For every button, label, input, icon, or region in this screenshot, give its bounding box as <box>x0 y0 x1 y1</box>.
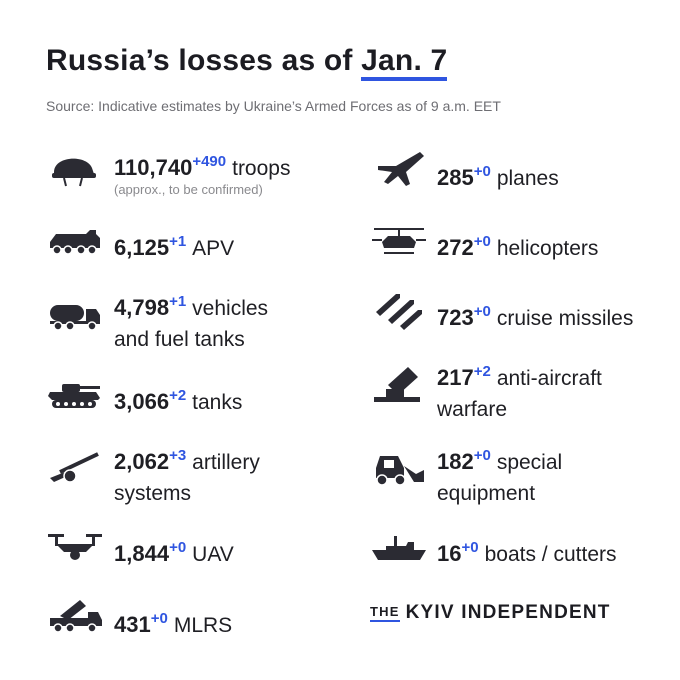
apv-value: 6,125 <box>114 235 170 260</box>
warship-icon <box>370 528 428 568</box>
boats-value: 16 <box>437 541 462 566</box>
uav-label: UAV <box>192 543 234 566</box>
anti-aircraft-label-2: warfare <box>437 398 508 421</box>
planes-label: planes <box>496 167 559 190</box>
boats-delta: +0 <box>461 539 479 556</box>
fuel-truck-icon <box>46 295 104 335</box>
artillery-icon <box>46 448 104 488</box>
helicopters-label: helicopters <box>496 237 599 260</box>
page-title: Russia’s losses as of Jan. 7 <box>46 44 448 81</box>
planes-value: 285 <box>437 165 474 190</box>
helicopters-value: 272 <box>437 235 474 260</box>
uav-value: 1,844 <box>114 541 170 566</box>
artillery-label: artillery <box>192 451 260 474</box>
anti-aircraft-delta: +2 <box>473 363 491 380</box>
missiles-label: cruise missiles <box>496 307 634 330</box>
drone-icon <box>46 528 104 568</box>
vehicles-label-2: and fuel tanks <box>114 328 245 351</box>
apv-delta: +1 <box>169 233 187 250</box>
anti-aircraft-value: 217 <box>437 365 474 390</box>
helicopters-delta: +0 <box>473 233 491 250</box>
troops-value: 110,740 <box>114 155 193 180</box>
special-delta: +0 <box>473 447 491 464</box>
planes-delta: +0 <box>473 163 491 180</box>
vehicles-value: 4,798 <box>114 295 170 320</box>
special-value: 182 <box>437 449 474 474</box>
helicopter-icon <box>370 220 428 260</box>
apv-label: APV <box>192 237 235 260</box>
mlrs-label: MLRS <box>173 614 233 637</box>
mlrs-icon <box>46 596 104 636</box>
mlrs-delta: +0 <box>150 610 168 627</box>
uav-delta: +0 <box>169 539 187 556</box>
helmet-icon <box>46 148 104 188</box>
title-date: Jan. 7 <box>361 44 448 81</box>
anti-aircraft-icon <box>370 365 428 405</box>
artillery-delta: +3 <box>169 447 187 464</box>
missiles-value: 723 <box>437 305 474 330</box>
logo-name: KYIV INDEPENDENT <box>405 602 611 623</box>
vehicles-label: vehicles <box>192 297 269 320</box>
source-note: Source: Indicative estimates by Ukraine’… <box>46 98 501 114</box>
troops-delta: +490 <box>192 153 227 170</box>
tanks-label: tanks <box>192 391 243 414</box>
special-label: special <box>496 451 563 474</box>
troops-note: (approx., to be confirmed) <box>114 182 263 197</box>
logo-the: THE <box>370 604 400 619</box>
troops-label: troops <box>232 157 291 180</box>
apv-icon <box>46 222 104 262</box>
artillery-value: 2,062 <box>114 449 170 474</box>
boats-label: boats / cutters <box>484 543 617 566</box>
missiles-delta: +0 <box>473 303 491 320</box>
jet-icon <box>370 150 428 190</box>
vehicles-delta: +1 <box>169 293 187 310</box>
loader-icon <box>370 448 428 488</box>
tanks-value: 3,066 <box>114 389 170 414</box>
title-main: Russia’s losses <box>46 44 274 77</box>
missiles-icon <box>370 290 428 330</box>
tanks-delta: +2 <box>169 387 187 404</box>
mlrs-value: 431 <box>114 612 151 637</box>
tank-icon <box>46 374 104 414</box>
kyiv-independent-logo: THE KYIV INDEPENDENT <box>370 602 611 624</box>
special-label-2: equipment <box>437 482 536 505</box>
title-mid: as of <box>281 44 353 77</box>
artillery-label-2: systems <box>114 482 192 505</box>
anti-aircraft-label: anti-aircraft <box>496 367 602 390</box>
